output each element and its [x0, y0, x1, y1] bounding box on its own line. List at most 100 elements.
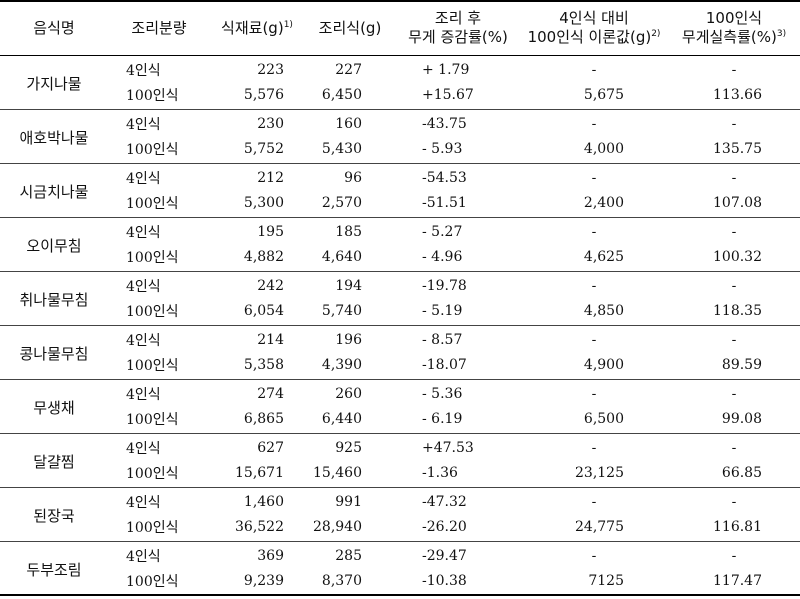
- header-amount: 조리분량: [108, 0, 210, 56]
- amount-cell: 100인식: [108, 298, 210, 326]
- table-row: 가지나물 4인식 223 227 + 1.79 - -: [0, 55, 800, 110]
- measured-rate-cell: -: [731, 170, 737, 187]
- theory-value-cell: -: [591, 332, 597, 349]
- table-row: 100인식 15,671 15,460 -1.36 23,125 66.85: [0, 460, 800, 488]
- theory-value-cell: -: [591, 440, 597, 457]
- header-loss: 100인식 무게실측률(%)3): [668, 0, 800, 56]
- raw-weight-cell: 6,054: [210, 298, 304, 326]
- measured-rate-cell: -: [731, 62, 737, 79]
- table-row: 취나물무침 4인식 242 194 -19.78 - -: [0, 271, 800, 326]
- weight-change-cell: -19.78: [422, 278, 467, 295]
- header-raw: 식재료(g)1): [210, 0, 304, 56]
- measured-rate-cell: -: [731, 224, 737, 241]
- cooked-weight-cell: 4,640: [304, 244, 396, 272]
- table-row: 100인식 6,054 5,740- 5.19 4,850 118.35: [0, 298, 800, 326]
- cooked-weight-cell: 8,370: [304, 568, 396, 596]
- amount-cell: 4인식: [126, 63, 161, 80]
- table-row: 무생채 4인식 274 260 - 5.36 - -: [0, 379, 800, 434]
- amount-cell: 100인식: [108, 244, 210, 272]
- theory-value-cell: 4,625: [520, 244, 668, 272]
- amount-cell: 100인식: [108, 514, 210, 542]
- measured-rate-cell: 89.59: [668, 352, 800, 380]
- weight-change-cell: + 1.79: [422, 62, 470, 79]
- theory-value-cell: -: [591, 278, 597, 295]
- cooked-weight-cell: 991: [335, 494, 362, 511]
- theory-value-cell: -: [591, 170, 597, 187]
- weight-change-cell: -43.75: [422, 116, 467, 133]
- weight-change-cell: -51.51: [396, 190, 520, 218]
- cooked-weight-cell: 285: [335, 548, 362, 565]
- raw-weight-cell: 242: [257, 278, 284, 295]
- table-row: 100인식 9,239 8,370 -10.38 7125 117.47: [0, 568, 800, 596]
- header-loss-footnote: 3): [776, 29, 787, 40]
- cooked-weight-cell: 5,430: [304, 136, 396, 164]
- weight-change-cell: -54.53: [422, 170, 467, 187]
- header-raw-footnote: 1): [283, 19, 293, 30]
- amount-cell: 100인식: [108, 82, 210, 110]
- cooked-weight-cell: 185: [335, 224, 362, 241]
- amount-cell: 4인식: [126, 441, 161, 458]
- amount-cell: 100인식: [108, 136, 210, 164]
- cooked-weight-cell: 5,740: [304, 298, 396, 326]
- measured-rate-cell: 107.08: [668, 190, 800, 218]
- amount-cell: 100인식: [108, 406, 210, 434]
- table-row: 100인식 5,358 4,390 -18.07 4,900 89.59: [0, 352, 800, 380]
- raw-weight-cell: 230: [257, 116, 284, 133]
- weight-change-cell: -10.38: [396, 568, 520, 596]
- raw-weight-cell: 1,460: [243, 494, 284, 511]
- weight-change-cell: +47.53: [422, 440, 474, 457]
- cooked-weight-cell: 260: [335, 386, 362, 403]
- raw-weight-cell: 36,522: [210, 514, 304, 542]
- amount-cell: 100인식: [108, 352, 210, 380]
- amount-cell: 4인식: [126, 387, 161, 404]
- amount-cell: 4인식: [126, 549, 161, 566]
- amount-cell: 4인식: [126, 225, 161, 242]
- cooked-weight-cell: 2,570: [304, 190, 396, 218]
- theory-value-cell: -: [591, 548, 597, 565]
- dish-name: 오이무침: [0, 217, 108, 272]
- raw-weight-cell: 5,752: [210, 136, 304, 164]
- theory-value-cell: 6,500: [520, 406, 668, 434]
- measured-rate-cell: 113.66: [668, 82, 800, 110]
- raw-weight-cell: 223: [257, 62, 284, 79]
- table-row: 100인식 5,576 6,450 +15.67 5,675 113.66: [0, 82, 800, 110]
- dish-name: 무생채: [0, 379, 108, 434]
- cooked-weight-cell: 15,460: [304, 460, 396, 488]
- measured-rate-cell: -: [731, 278, 737, 295]
- weight-change-cell: +15.67: [396, 82, 520, 110]
- table-row: 달걀찜 4인식 627 925 +47.53 - -: [0, 433, 800, 488]
- theory-value-cell: 4,900: [520, 352, 668, 380]
- header-change: 조리 후 무게 증감률(%): [396, 0, 520, 56]
- table-row: 100인식 5,752 5,430- 5.93 4,000 135.75: [0, 136, 800, 164]
- raw-weight-cell: 5,300: [210, 190, 304, 218]
- theory-value-cell: 7125: [520, 568, 668, 596]
- weight-change-cell: - 8.57: [422, 332, 463, 349]
- raw-weight-cell: 274: [257, 386, 284, 403]
- weight-change-cell: -26.20: [396, 514, 520, 542]
- header-theory: 4인식 대비 100인식 이론값(g)2): [520, 0, 668, 56]
- measured-rate-cell: 116.81: [668, 514, 800, 542]
- measured-rate-cell: 118.35: [668, 298, 800, 326]
- dish-name: 애호박나물: [0, 109, 108, 164]
- header-theory-footnote: 2): [651, 29, 661, 40]
- measured-rate-cell: 100.32: [668, 244, 800, 272]
- dish-name: 된장국: [0, 487, 108, 542]
- raw-weight-cell: 212: [257, 170, 284, 187]
- raw-weight-cell: 4,882: [210, 244, 304, 272]
- weight-change-cell: -18.07: [396, 352, 520, 380]
- table-header: 음식명 조리분량 식재료(g)1) 조리식(g) 조리 후 무게 증감률(%) 4…: [0, 0, 800, 56]
- table-body: 가지나물 4인식 223 227 + 1.79- -100인식 5,576 6,450 +15.…: [0, 55, 800, 596]
- theory-value-cell: 2,400: [520, 190, 668, 218]
- dish-name: 달걀찜: [0, 433, 108, 488]
- cooked-weight-cell: 6,440: [304, 406, 396, 434]
- table-row: 애호박나물 4인식 230 160 -43.75 - -: [0, 109, 800, 164]
- amount-cell: 4인식: [126, 171, 161, 188]
- raw-weight-cell: 6,865: [210, 406, 304, 434]
- amount-cell: 100인식: [108, 460, 210, 488]
- theory-value-cell: 5,675: [520, 82, 668, 110]
- weight-change-cell: -47.32: [422, 494, 467, 511]
- weight-change-cell: -1.36: [396, 460, 520, 488]
- cooked-weight-cell: 4,390: [304, 352, 396, 380]
- dish-name: 콩나물무침: [0, 325, 108, 380]
- raw-weight-cell: 214: [257, 332, 284, 349]
